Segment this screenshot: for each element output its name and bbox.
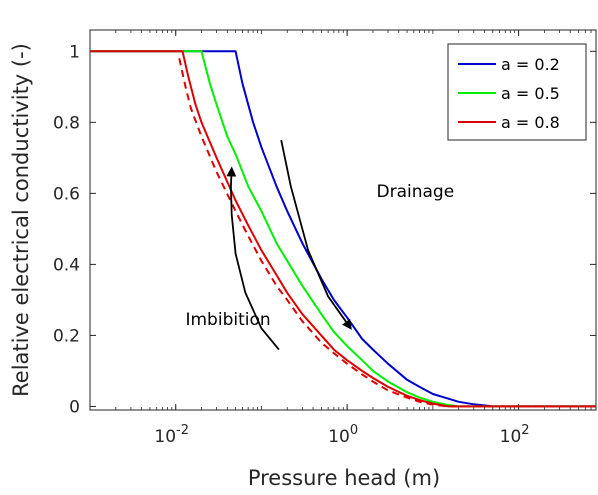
drainage-arrow (280, 139, 352, 330)
legend: a = 0.2 a = 0.5 a = 0.8 (447, 43, 587, 141)
series-layer (90, 50, 596, 408)
annotation-imbibition: Imbibition (185, 310, 270, 330)
x-axis-title: Pressure head (m) (248, 466, 440, 490)
x-tick-exponent: 2 (521, 423, 529, 438)
y-axis-title: Relative electrical conductivity (-) (9, 43, 33, 397)
y-tick-label: 0.4 (53, 255, 80, 275)
x-tick-base: 10 (328, 427, 350, 447)
legend-label-1: a = 0.2 (501, 55, 560, 74)
series-line-1 (90, 50, 596, 408)
x-tick-label: 100 (328, 423, 358, 447)
series-line-3 (90, 50, 596, 408)
series-line-2 (90, 50, 596, 408)
y-tick-label: 0.8 (53, 113, 80, 133)
series-line-4 (178, 58, 596, 408)
x-tick-label: 10-2 (154, 423, 189, 447)
x-axis-ticks: 10-2 100 102 (89, 30, 597, 447)
y-axis-ticks: 0 0.2 0.4 0.6 0.8 1 (53, 42, 596, 417)
y-tick-label: 0.6 (53, 184, 80, 204)
y-tick-label: 0 (69, 397, 80, 417)
x-tick-exponent: -2 (176, 423, 189, 438)
x-tick-exponent: 0 (350, 423, 358, 438)
x-tick-label: 102 (500, 423, 530, 447)
x-tick-base: 10 (500, 427, 522, 447)
annotation-drainage: Drainage (377, 182, 455, 202)
imbibition-arrow (226, 166, 280, 351)
y-tick-label: 0.2 (53, 326, 80, 346)
arrow-layer (226, 139, 352, 351)
x-tick-base: 10 (154, 427, 176, 447)
annotation-layer: Drainage Imbibition (185, 182, 454, 330)
legend-label-2: a = 0.5 (501, 84, 560, 103)
legend-label-3: a = 0.8 (501, 113, 560, 132)
y-tick-label: 1 (69, 42, 80, 62)
